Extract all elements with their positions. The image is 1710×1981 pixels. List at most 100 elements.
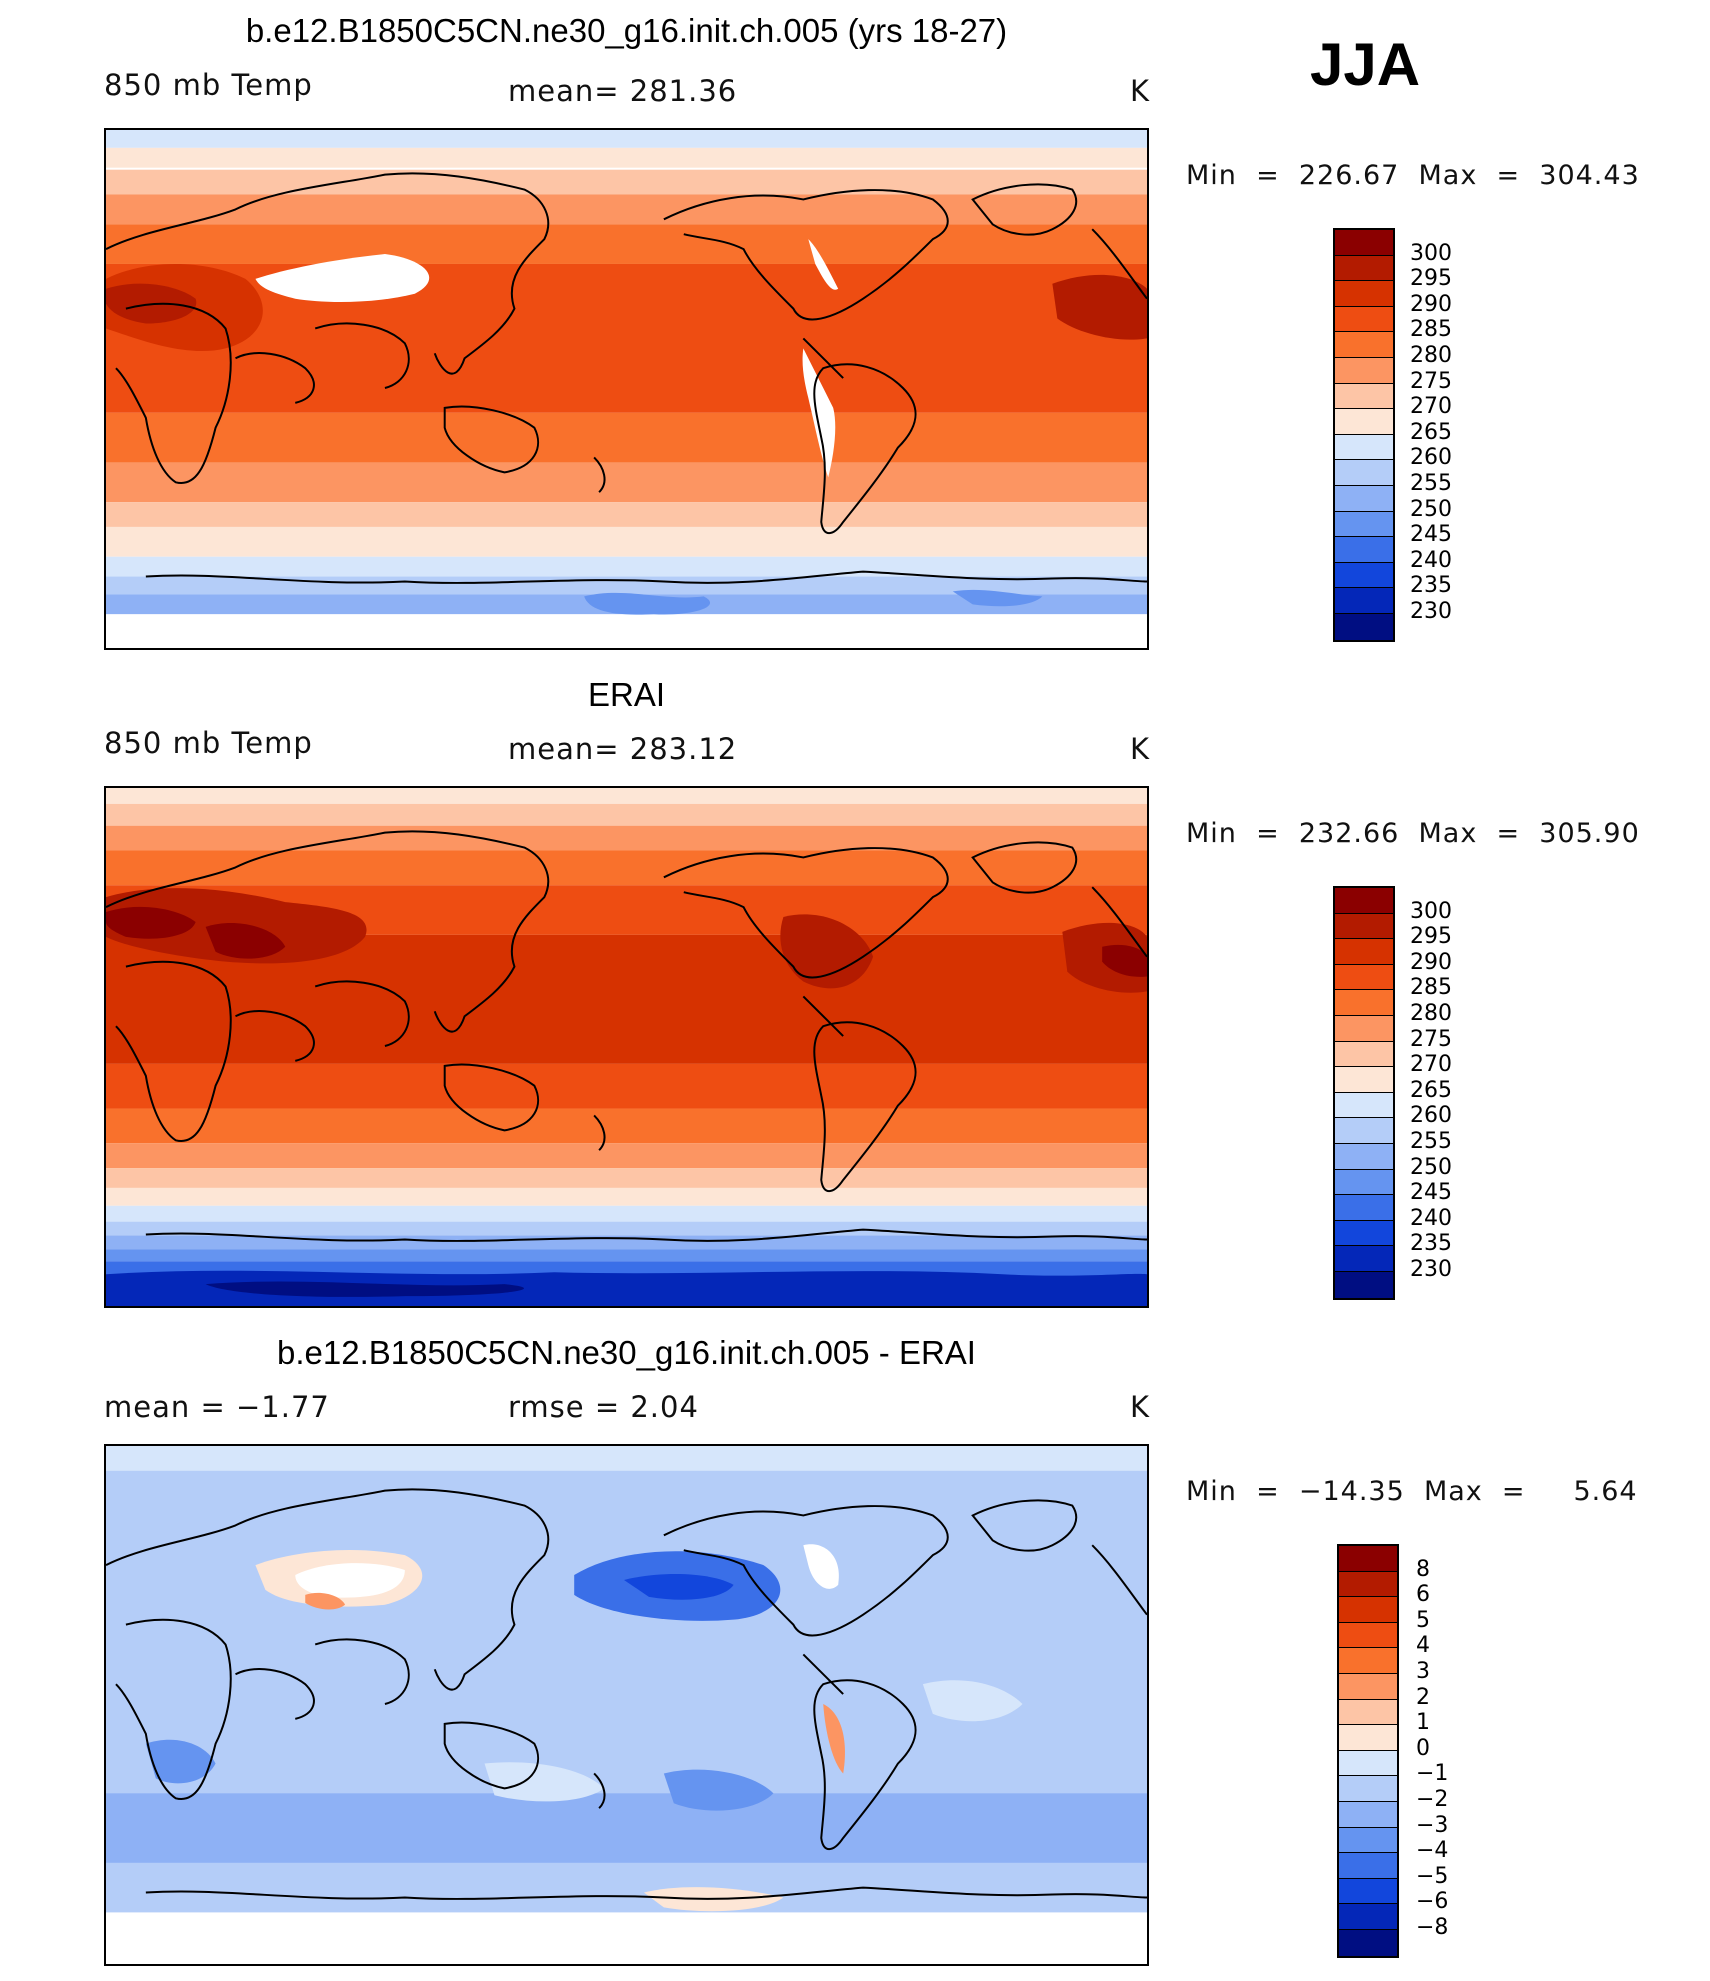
colorbar-tick-label: −1 <box>1416 1761 1449 1787</box>
contour-region <box>624 1573 734 1600</box>
coastline <box>593 456 606 493</box>
colorbar-swatch <box>1339 1750 1397 1777</box>
colorbar-swatch <box>1339 1725 1397 1751</box>
panel-1-variable-label: 850 mb Temp <box>104 68 313 102</box>
colorbar-swatch <box>1339 1827 1397 1854</box>
colorbar-swatch <box>1335 255 1393 282</box>
colorbar-tick-label: −5 <box>1416 1863 1449 1889</box>
colorbar-swatch <box>1335 1015 1393 1042</box>
panel-1-map-svg <box>106 130 1147 648</box>
coastline <box>314 980 410 1047</box>
colorbar-tick-label: 240 <box>1410 1205 1452 1231</box>
colorbar-swatch <box>1339 1699 1397 1726</box>
panel-3-units: K <box>1130 1390 1151 1424</box>
panel-2-title: ERAI <box>587 676 666 713</box>
coastline <box>813 363 917 535</box>
contour-region <box>106 1270 1147 1306</box>
contour-band <box>106 462 1147 503</box>
contour-band <box>106 1168 1147 1188</box>
colorbar-tick-label: −8 <box>1416 1915 1449 1940</box>
coastline <box>115 302 232 485</box>
colorbar-tick-label: 0 <box>1416 1735 1430 1761</box>
contour-band <box>106 1187 1147 1206</box>
colorbar-swatch <box>1335 1143 1393 1170</box>
coastline <box>971 841 1078 894</box>
contour-region <box>205 1281 525 1297</box>
colorbar-tick-label: 275 <box>1410 368 1452 394</box>
colorbar-swatch <box>1335 990 1393 1016</box>
colorbar-swatch <box>1335 964 1393 991</box>
contour-region <box>663 1769 774 1811</box>
coastline <box>145 570 1147 584</box>
colorbar-tick-label: −4 <box>1416 1838 1449 1864</box>
contour-band <box>106 1249 1147 1262</box>
colorbar-swatch <box>1335 1271 1393 1298</box>
panel-2-variable-label: 850 mb Temp <box>104 726 313 760</box>
contour-region <box>205 923 286 959</box>
colorbar-swatch <box>1339 1801 1397 1828</box>
coastline <box>115 1618 232 1801</box>
panel-2-minmax: Min = 232.66 Max = 305.90 <box>1186 818 1640 849</box>
contour-band <box>106 1221 1147 1236</box>
panel-1-minmax: Min = 226.67 Max = 304.43 <box>1186 160 1640 191</box>
colorbar-swatch <box>1335 939 1393 965</box>
colorbar-tick-label: 280 <box>1410 1001 1452 1026</box>
panel-2-map-svg <box>106 788 1147 1306</box>
coastline <box>314 1638 410 1705</box>
colorbar-tick-label: 250 <box>1410 1154 1452 1180</box>
colorbar-swatch <box>1335 511 1393 538</box>
colorbar-swatch <box>1335 1169 1393 1196</box>
coastline <box>115 960 232 1143</box>
colorbar-swatch <box>1335 306 1393 333</box>
colorbar-tick-label: 290 <box>1410 949 1452 975</box>
coastline <box>106 830 550 1033</box>
contour-band <box>106 556 1147 577</box>
colorbar-tick-label: 8 <box>1416 1556 1430 1582</box>
coastline <box>802 995 844 1037</box>
colorbar-swatch <box>1335 888 1393 914</box>
colorbar-swatch <box>1339 1853 1397 1879</box>
coastline <box>971 1499 1078 1552</box>
colorbar-swatch <box>1339 1673 1397 1700</box>
contour-region <box>1102 944 1147 977</box>
panel-1-colorbar <box>1333 228 1395 642</box>
colorbar-swatch <box>1335 281 1393 307</box>
contour-band <box>106 1108 1147 1144</box>
colorbar-swatch <box>1335 332 1393 358</box>
colorbar-tick-label: 280 <box>1410 343 1452 368</box>
colorbar-tick-label: 260 <box>1410 1103 1452 1129</box>
colorbar-tick-label: 240 <box>1410 547 1452 573</box>
colorbar-tick-label: 235 <box>1410 573 1452 599</box>
panel-3-minmax: Min = −14.35 Max = 5.64 <box>1186 1476 1638 1507</box>
panel-3-mean-label: mean = −1.77 <box>104 1390 330 1424</box>
panel-1-map <box>104 128 1149 650</box>
coastline <box>1091 1544 1147 1616</box>
colorbar-swatch <box>1339 1571 1397 1598</box>
panel-2-units: K <box>1130 732 1151 766</box>
contour-band <box>106 224 1147 264</box>
coastline <box>145 1228 1147 1242</box>
colorbar-tick-label: 265 <box>1410 419 1452 445</box>
colorbar-swatch <box>1339 1648 1397 1674</box>
colorbar-tick-label: 255 <box>1410 471 1452 496</box>
contour-band <box>106 576 1147 595</box>
colorbar-swatch <box>1339 1904 1397 1930</box>
coastline <box>1091 228 1147 300</box>
colorbar-tick-label: 2 <box>1416 1684 1430 1710</box>
colorbar-tick-label: 300 <box>1410 898 1452 924</box>
contour-region <box>952 589 1043 607</box>
contour-band <box>106 169 1147 195</box>
colorbar-swatch <box>1335 588 1393 614</box>
panel-2-colorbar <box>1333 886 1395 1300</box>
coastline <box>663 189 949 321</box>
colorbar-swatch <box>1335 1195 1393 1221</box>
colorbar-swatch <box>1335 383 1393 410</box>
coastline <box>235 352 315 404</box>
colorbar-swatch <box>1335 1041 1393 1068</box>
contour-region <box>295 1563 405 1598</box>
coastline <box>971 183 1078 236</box>
panel-3-rmse-label: rmse = 2.04 <box>508 1390 699 1424</box>
contour-band <box>106 502 1147 527</box>
coastline <box>443 1721 540 1790</box>
contour-region <box>584 592 711 615</box>
